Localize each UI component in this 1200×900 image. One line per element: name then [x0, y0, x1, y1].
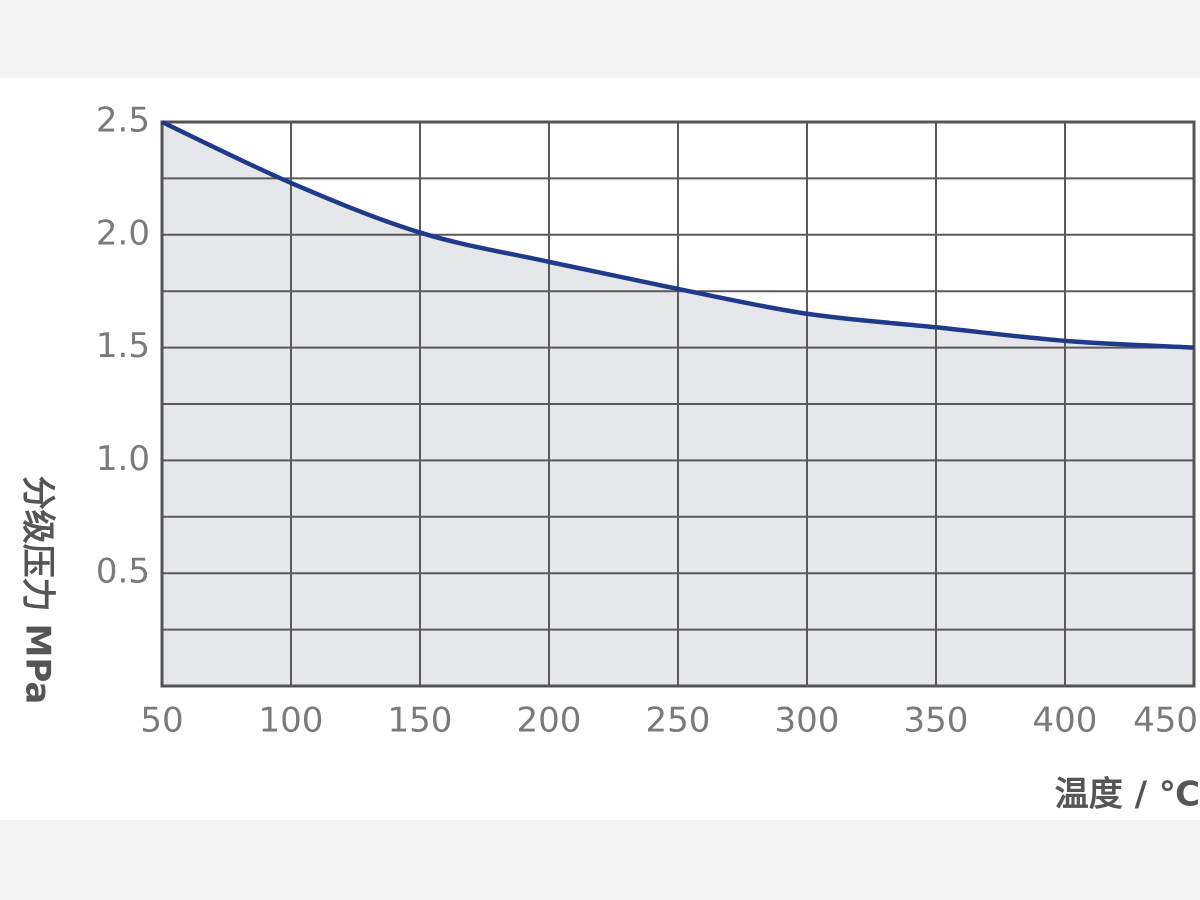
x-tick-label: 250 — [646, 701, 711, 741]
x-tick-label: 150 — [388, 701, 453, 741]
x-axis-label: 温度 / ℃ — [1055, 775, 1200, 815]
y-tick-label: 0.5 — [96, 552, 150, 592]
x-tick-label: 100 — [259, 701, 324, 741]
x-tick-label: 300 — [775, 701, 840, 741]
y-tick-label: 2.5 — [96, 101, 150, 141]
plot-border — [160, 120, 1196, 688]
x-tick-label: 350 — [904, 701, 969, 741]
x-tick-label: 400 — [1033, 701, 1098, 741]
y-axis-label: 分级压力 MPa — [18, 476, 58, 705]
x-tick-label: 200 — [517, 701, 582, 741]
y-tick-label: 1.5 — [96, 326, 150, 366]
line — [161, 119, 1195, 350]
x-tick-label: 450 — [1133, 701, 1198, 741]
x-tick-label: 50 — [140, 701, 183, 741]
y-tick-label: 1.0 — [96, 439, 150, 479]
y-tick-label: 2.0 — [96, 213, 150, 253]
